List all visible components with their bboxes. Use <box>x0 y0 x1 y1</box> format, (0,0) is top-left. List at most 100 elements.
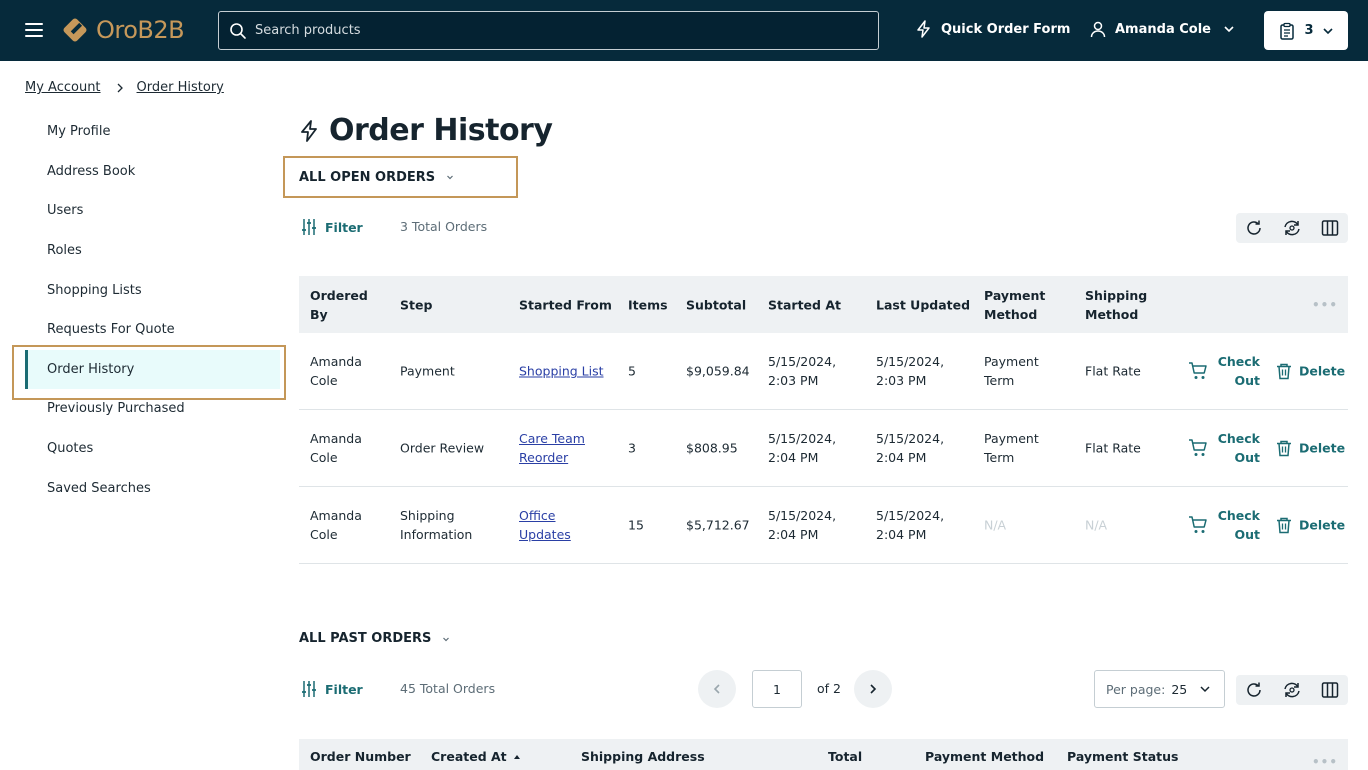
open-orders-total: 3 Total Orders <box>400 219 488 234</box>
sort-asc-icon <box>513 754 520 759</box>
col-step[interactable]: Step <box>400 297 433 312</box>
columns-icon <box>1321 682 1339 698</box>
delete-button[interactable]: Delete <box>1275 516 1345 535</box>
col-payment-method[interactable]: Payment Method <box>984 287 1046 322</box>
refresh-icon <box>1247 220 1261 235</box>
cell-payment-method: N/A <box>984 517 1007 533</box>
cell-started-from-link[interactable]: Office Updates <box>519 508 571 542</box>
shopping-list-button[interactable]: 3 <box>1264 11 1348 50</box>
cell-step: Payment <box>400 363 455 379</box>
user-menu[interactable]: Amanda Cole <box>1089 20 1235 38</box>
checkout-button[interactable]: Check Out <box>1188 352 1260 390</box>
breadcrumb-my-account[interactable]: My Account <box>25 80 101 95</box>
sidebar-item-users[interactable]: Users <box>47 203 84 219</box>
chevron-down-icon <box>1200 686 1210 693</box>
filter-sliders-icon <box>302 219 316 235</box>
checkout-button[interactable]: Check Out <box>1188 506 1260 544</box>
more-icon[interactable]: ••• <box>1311 297 1338 312</box>
cell-started-from-link[interactable]: Shopping List <box>519 363 604 379</box>
open-orders-filter-button[interactable]: Filter <box>301 218 363 236</box>
trash-icon <box>1277 517 1291 533</box>
shopping-list-count: 3 <box>1304 23 1314 38</box>
col-payment-method[interactable]: Payment Method <box>925 749 1045 764</box>
breadcrumb-order-history[interactable]: Order History <box>136 80 224 95</box>
per-page-value: 25 <box>1171 681 1188 697</box>
col-created-at[interactable]: Created At <box>431 747 521 766</box>
sidebar-item-order-history[interactable]: Order History <box>25 349 280 390</box>
col-payment-status[interactable]: Payment Status <box>1067 749 1179 764</box>
checkout-label: Check Out <box>1217 354 1260 388</box>
breadcrumb: My Account Order History <box>25 80 224 95</box>
delete-label: Delete <box>1299 363 1346 379</box>
open-orders-dropdown[interactable]: ALL OPEN ORDERS <box>283 156 518 198</box>
columns-icon <box>1321 220 1339 236</box>
quick-order-link[interactable]: Quick Order Form <box>915 20 1070 38</box>
search-input[interactable] <box>255 23 855 38</box>
cell-shipping-method: Flat Rate <box>1085 363 1141 379</box>
past-orders-dropdown[interactable]: ALL PAST ORDERS <box>299 631 451 646</box>
cell-shipping-method: Flat Rate <box>1085 440 1141 456</box>
delete-button[interactable]: Delete <box>1275 362 1345 381</box>
refresh-button[interactable] <box>1242 216 1266 240</box>
grid-header: Ordered By Step Started From Items Subto… <box>299 276 1348 333</box>
col-started-from[interactable]: Started From <box>519 297 612 312</box>
lightning-icon <box>917 20 930 38</box>
cell-payment-method: Payment Term <box>984 431 1039 465</box>
checkout-label: Check Out <box>1217 508 1260 542</box>
cart-icon <box>1189 362 1207 379</box>
logo-mark-icon <box>63 18 87 42</box>
clipboard-icon <box>1280 22 1295 40</box>
col-order-number[interactable]: Order Number <box>310 749 411 764</box>
pager-page-input[interactable] <box>752 670 802 708</box>
col-ordered-by[interactable]: Ordered By <box>310 287 368 322</box>
cart-icon <box>1189 439 1207 456</box>
cell-ordered-by: Amanda Cole <box>310 354 362 388</box>
table-row: Amanda Cole Order Review Care Team Reord… <box>299 410 1348 487</box>
delete-label: Delete <box>1299 517 1346 533</box>
delete-button[interactable]: Delete <box>1275 439 1345 458</box>
col-shipping-method[interactable]: Shipping Method <box>1085 287 1148 322</box>
checkout-button[interactable]: Check Out <box>1188 429 1260 467</box>
col-items[interactable]: Items <box>628 297 668 312</box>
col-started-at[interactable]: Started At <box>768 297 841 312</box>
menu-icon[interactable] <box>24 20 44 40</box>
sidebar-item-requests-for-quote[interactable]: Requests For Quote <box>47 322 175 338</box>
cell-started-from-link[interactable]: Care Team Reorder <box>519 431 585 465</box>
more-icon[interactable]: ••• <box>1311 755 1338 769</box>
cell-shipping-method: N/A <box>1085 517 1108 533</box>
chevron-right-icon <box>115 83 125 93</box>
sidebar-item-saved-searches[interactable]: Saved Searches <box>47 480 151 496</box>
refresh-button[interactable] <box>1242 678 1266 702</box>
sidebar-item-roles[interactable]: Roles <box>47 243 82 259</box>
columns-button[interactable] <box>1318 678 1342 702</box>
past-orders-filter-button[interactable]: Filter <box>301 680 363 698</box>
logo[interactable]: OroB2B <box>60 15 185 45</box>
pager-prev-button[interactable] <box>698 670 736 708</box>
past-orders-filter-row: Filter <box>301 680 363 698</box>
reset-button[interactable] <box>1280 216 1304 240</box>
search-icon <box>230 22 246 39</box>
col-last-updated[interactable]: Last Updated <box>876 297 971 312</box>
search-box[interactable] <box>218 11 879 50</box>
sidebar-item-my-profile[interactable]: My Profile <box>47 124 111 140</box>
reset-icon <box>1284 682 1300 698</box>
open-orders-grid: Ordered By Step Started From Items Subto… <box>299 276 1348 564</box>
per-page-select[interactable]: Per page: 25 <box>1094 670 1225 708</box>
sidebar-item-shopping-lists[interactable]: Shopping Lists <box>47 282 142 298</box>
col-total[interactable]: Total <box>828 749 863 764</box>
lightning-icon <box>301 119 317 142</box>
col-created-at-label: Created At <box>431 749 507 764</box>
col-subtotal[interactable]: Subtotal <box>686 297 747 312</box>
columns-button[interactable] <box>1318 216 1342 240</box>
sidebar-item-address-book[interactable]: Address Book <box>47 163 136 179</box>
reset-button[interactable] <box>1280 678 1304 702</box>
cell-last-updated: 5/15/2024, 2:04 PM <box>876 508 945 542</box>
cart-icon <box>1189 516 1207 533</box>
sidebar-item-previously-purchased[interactable]: Previously Purchased <box>47 401 185 417</box>
sidebar-item-quotes[interactable]: Quotes <box>47 441 94 457</box>
cell-ordered-by: Amanda Cole <box>310 508 362 542</box>
col-shipping-address[interactable]: Shipping Address <box>581 749 705 764</box>
filter-sliders-icon <box>302 681 316 697</box>
pager-next-button[interactable] <box>854 670 892 708</box>
chevron-down-icon <box>447 175 454 180</box>
